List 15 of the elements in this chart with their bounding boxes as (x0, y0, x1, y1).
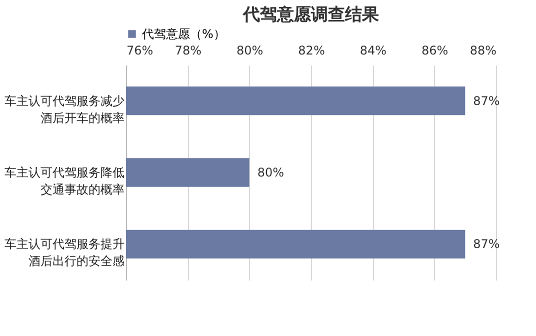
data-label: 87% (473, 94, 500, 108)
x-tick-label: 80% (236, 44, 264, 58)
x-tick-label: 78% (174, 44, 202, 58)
data-label: 87% (473, 237, 500, 252)
chart-title: 代驾意愿调查结果 (242, 5, 380, 25)
y-tick-label: 车主认可代驾服务降低交通事故的概率 (4, 166, 124, 196)
x-tick-label: 84% (360, 44, 387, 58)
y-tick-label: 车主认可代驾服务提升酒后出行的安全感 (4, 237, 124, 268)
x-tick-label: 86% (421, 44, 448, 58)
x-tick-label: 82% (298, 44, 325, 58)
legend-label: 代驾意愿（%） (141, 27, 226, 41)
data-label: 80% (257, 166, 284, 180)
y-tick-label: 车主认可代驾服务减少酒后开车的概率 (4, 94, 124, 125)
x-tick-label: 76% (126, 44, 154, 58)
x-tick-label: 88% (470, 44, 496, 58)
